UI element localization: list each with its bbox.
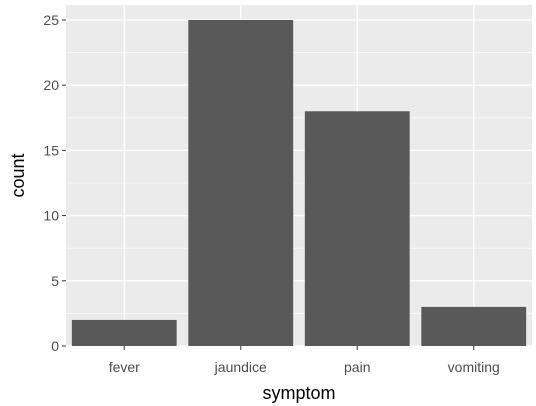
y-tick-label: 0 <box>51 338 59 354</box>
x-axis: fever jaundice pain vomiting <box>109 346 500 375</box>
x-tick-label-fever: fever <box>109 359 140 375</box>
bars <box>71 19 527 346</box>
bar-fever <box>71 319 177 346</box>
bar-pain <box>304 111 410 346</box>
x-tick-label-pain: pain <box>344 359 370 375</box>
y-tick-label: 10 <box>43 208 59 224</box>
x-axis-title: symptom <box>262 383 335 403</box>
y-tick-label: 5 <box>51 273 59 289</box>
x-tick-label-jaundice: jaundice <box>214 359 267 375</box>
bar-jaundice <box>188 19 294 346</box>
y-tick-label: 15 <box>43 142 59 158</box>
x-tick-label-vomiting: vomiting <box>448 359 500 375</box>
y-tick-label: 20 <box>43 77 59 93</box>
y-tick-label: 25 <box>43 12 59 28</box>
plot-panel <box>66 5 532 346</box>
y-axis: 0 5 10 15 20 25 <box>43 12 66 354</box>
bar-vomiting <box>421 306 527 346</box>
y-axis-title: count <box>8 153 28 197</box>
